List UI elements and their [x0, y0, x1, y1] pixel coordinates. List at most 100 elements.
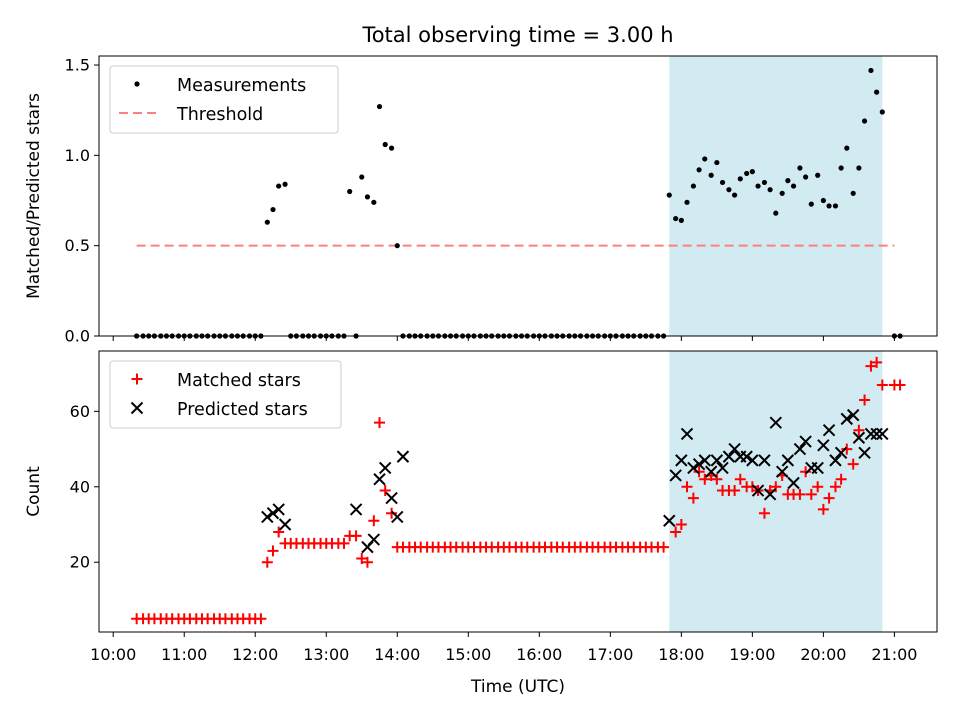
chart-title: Total observing time = 3.00 h	[361, 23, 673, 47]
y-tick-label: 1.0	[65, 146, 90, 165]
measurement-point	[714, 159, 720, 166]
x-tick-label: 17:00	[587, 645, 633, 664]
predicted-star-point	[278, 518, 292, 531]
matched-star-point	[746, 481, 758, 493]
matched-star-point	[675, 519, 687, 531]
predicted-star-point	[817, 439, 830, 452]
matched-star-point	[835, 473, 847, 485]
measurement-point	[826, 203, 832, 209]
matched-star-point	[361, 556, 373, 568]
y-tick-label: 0.5	[65, 236, 90, 255]
matched-star-point	[687, 492, 699, 504]
y-tick-label: 60	[70, 402, 90, 421]
predicted-star-point	[378, 461, 392, 475]
predicted-star-point	[769, 416, 782, 429]
predicted-star-point	[266, 506, 280, 520]
legend-box	[109, 360, 342, 429]
predicted-star-point	[846, 408, 860, 422]
measurement-point	[779, 190, 785, 196]
y-axis-label: Matched/Predicted stars	[24, 93, 44, 299]
measurement-point	[708, 172, 714, 178]
predicted-star-point	[391, 510, 404, 524]
measurement-point	[702, 156, 708, 162]
measurement-point	[749, 169, 755, 175]
matched-star-point	[812, 481, 824, 493]
predicted-star-point	[811, 461, 824, 475]
measurement-point	[761, 179, 768, 186]
matched-star-point	[817, 503, 829, 515]
measurement-point	[666, 192, 672, 198]
predicted-star-point	[385, 491, 398, 505]
predicted-star-point	[858, 446, 871, 460]
x-tick-label: 19:00	[729, 645, 775, 664]
measurement-point	[790, 183, 797, 189]
measurement-point	[744, 170, 750, 177]
measurement-point	[376, 103, 383, 110]
matched-star-point	[681, 481, 693, 493]
legend: Matched stars Predicted stars	[109, 360, 342, 429]
y-axis-label: Count	[24, 466, 44, 517]
matched-star-point	[368, 515, 380, 527]
predicted-star-point	[698, 454, 711, 467]
y-tick-label: 20	[70, 553, 90, 572]
x-tick-label: 14:00	[374, 645, 420, 664]
matched-star-point	[800, 466, 812, 478]
measurement-point	[270, 206, 276, 213]
predicted-star-point	[675, 454, 688, 467]
matched-star-point	[729, 485, 741, 497]
x-tick-label: 11:00	[161, 645, 207, 664]
matched-star-point	[829, 481, 841, 493]
legend-label: Predicted stars	[177, 400, 308, 420]
matched-star-point	[711, 473, 723, 485]
measurement-point	[832, 203, 839, 209]
measurement-point	[678, 217, 684, 223]
predicted-star-point	[876, 427, 889, 441]
measurement-point	[844, 145, 850, 151]
predicted-star-point	[781, 454, 795, 467]
measurement-point	[276, 183, 282, 189]
plot-frame	[98, 55, 938, 337]
measurement-point	[773, 210, 779, 216]
ratio-panel: 0.0 0.5 1.0 1.5 Matched/Predicted stars Measu…	[24, 55, 938, 346]
measurement-point	[264, 219, 270, 225]
predicted-star-point	[367, 533, 381, 546]
legend-marker-measurements	[134, 81, 140, 87]
matched-star-point	[658, 541, 670, 553]
predicted-star-point	[710, 454, 724, 467]
measurement-point	[815, 172, 821, 178]
matched-star-point	[847, 458, 859, 470]
y-tick-label: 0.0	[65, 327, 90, 346]
measurement-point	[382, 141, 388, 148]
measurement-point	[371, 199, 377, 205]
measurement-point	[861, 118, 868, 124]
predicted-star-point	[870, 427, 883, 441]
x-tick-label: 16:00	[516, 645, 562, 664]
matched-star-point	[734, 473, 746, 485]
matched-star-point	[823, 492, 835, 504]
predicted-star-point	[740, 450, 753, 463]
predicted-star-point	[829, 454, 842, 467]
matched-star-point	[350, 530, 362, 542]
legend-label: Matched stars	[177, 371, 301, 391]
predicted-star-point	[663, 514, 676, 527]
x-axis-label: Time (UTC)	[470, 677, 565, 697]
x-tick-label: 10:00	[90, 645, 136, 664]
predicted-star-point	[396, 450, 410, 463]
matched-star-point	[374, 417, 386, 429]
measurement-point	[850, 190, 856, 196]
predicted-star-point	[834, 446, 848, 460]
predicted-star-point	[687, 461, 700, 475]
predicted-star-point	[864, 427, 878, 441]
measurement-point	[388, 145, 395, 151]
matched-star-point	[379, 485, 391, 497]
predicted-star-point	[852, 431, 866, 444]
measurement-point	[868, 67, 874, 74]
predicted-star-point	[692, 457, 706, 471]
predicted-star-point	[272, 503, 285, 516]
measurement-point	[364, 194, 371, 200]
measurement-point	[755, 183, 761, 189]
matched-star-point	[386, 507, 398, 519]
predicted-star-point	[704, 465, 718, 478]
measurement-point	[820, 197, 826, 204]
